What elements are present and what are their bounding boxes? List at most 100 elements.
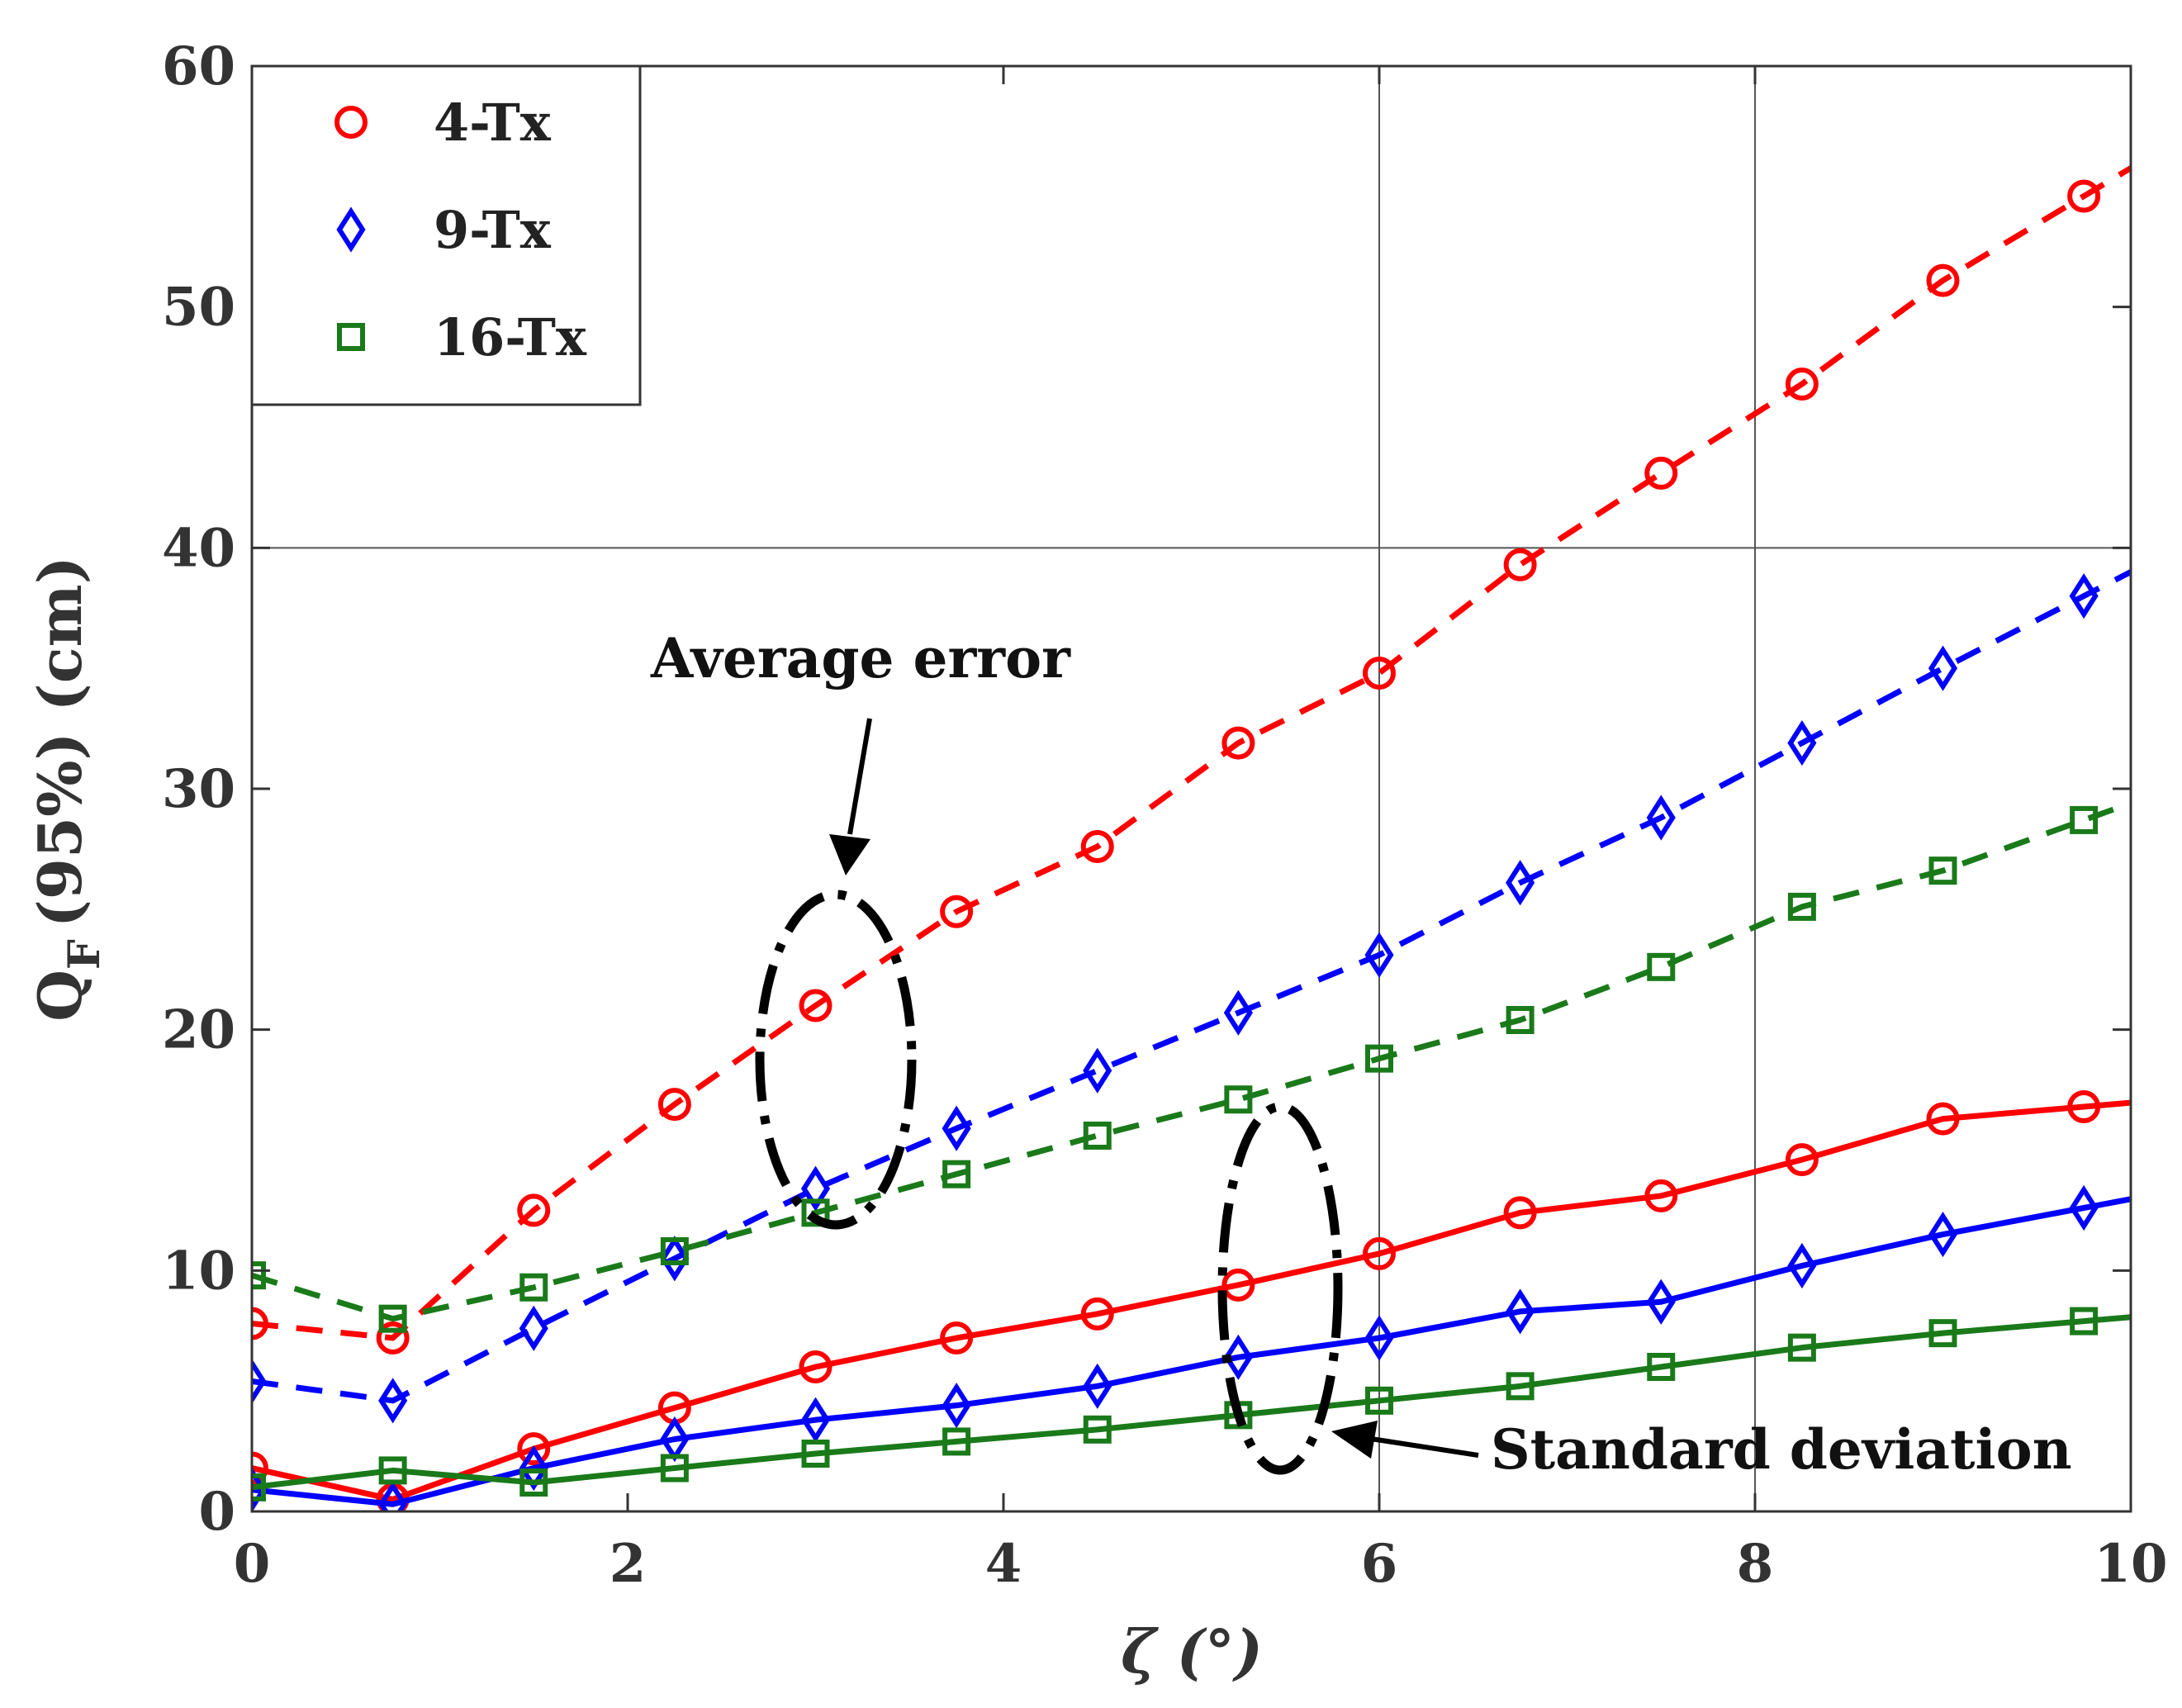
data-point-9tx-average-6 xyxy=(1083,1047,1112,1094)
data-point-4tx-stddev-9 xyxy=(1503,1196,1537,1230)
legend-marker-9tx xyxy=(336,206,366,253)
data-point-16tx-average-2 xyxy=(519,1273,548,1302)
data-point-9tx-average-4 xyxy=(800,1165,831,1212)
data-point-16tx-average-11 xyxy=(1787,892,1816,921)
data-point-4tx-average-4 xyxy=(799,989,832,1022)
data-point-9tx-stddev-6 xyxy=(1083,1363,1112,1409)
data-point-4tx-average-13 xyxy=(2067,179,2101,213)
data-point-16tx-stddev-13 xyxy=(2070,1307,2099,1336)
x-tick-label-2: 2 xyxy=(610,1533,647,1595)
data-point-4tx-average-9 xyxy=(1503,548,1537,581)
standard-deviation-ellipse xyxy=(1217,1102,1343,1475)
data-point-4tx-stddev-0 xyxy=(252,1451,268,1485)
legend-marker-4tx xyxy=(334,106,368,139)
data-point-4tx-average-5 xyxy=(940,894,974,928)
data-point-9tx-stddev-13 xyxy=(2069,1184,2099,1231)
data-point-9tx-stddev-2 xyxy=(519,1445,548,1492)
annotation-average-error: Average error xyxy=(650,626,1071,1230)
y-tick-label-0: 0 xyxy=(198,1481,235,1543)
data-point-4tx-stddev-5 xyxy=(940,1321,974,1355)
data-point-9tx-average-8 xyxy=(1364,932,1394,978)
data-point-4tx-average-2 xyxy=(517,1193,551,1227)
data-point-9tx-average-0 xyxy=(252,1358,267,1405)
data-point-9tx-average-9 xyxy=(1506,860,1535,906)
data-point-16tx-average-8 xyxy=(1365,1044,1393,1073)
data-point-4tx-stddev-11 xyxy=(1785,1143,1819,1177)
series-line-4tx-stddev xyxy=(252,1099,2131,1502)
data-point-16tx-average-0 xyxy=(252,1261,266,1290)
data-point-4tx-stddev-2 xyxy=(517,1432,551,1466)
data-point-4tx-stddev-8 xyxy=(1363,1236,1396,1270)
data-point-9tx-stddev-9 xyxy=(1506,1288,1535,1335)
data-point-4tx-stddev-4 xyxy=(799,1350,832,1383)
data-point-16tx-stddev-6 xyxy=(1083,1415,1112,1444)
data-point-16tx-stddev-11 xyxy=(1787,1333,1816,1362)
x-tick-label-4: 4 xyxy=(985,1533,1022,1595)
data-point-9tx-stddev-5 xyxy=(942,1383,971,1429)
data-point-16tx-stddev-5 xyxy=(942,1427,971,1456)
data-point-16tx-average-4 xyxy=(801,1198,830,1227)
legend: 4-Tx 9-Tx 16-Tx xyxy=(250,64,642,406)
y-axis-label-rest: (95%) (cm) xyxy=(25,556,95,928)
standard-deviation-arrow xyxy=(1370,1436,1479,1458)
data-point-4tx-stddev-7 xyxy=(1221,1268,1255,1302)
series-layer xyxy=(252,165,2131,1511)
data-point-9tx-average-2 xyxy=(519,1305,548,1351)
x-tick-label-6: 6 xyxy=(1361,1533,1398,1595)
data-point-4tx-stddev-13 xyxy=(2067,1090,2101,1123)
y-axis-label: QF (95%) (cm) xyxy=(25,556,110,1022)
svg-text:QF(95%) (cm): QF (95%) (cm) xyxy=(25,556,110,1022)
data-point-9tx-average-5 xyxy=(942,1105,971,1151)
average-error-arrow xyxy=(847,718,872,835)
data-point-16tx-stddev-2 xyxy=(519,1468,548,1497)
data-point-9tx-average-10 xyxy=(1646,795,1676,841)
standard-deviation-arrowhead xyxy=(1331,1421,1378,1459)
y-tick-label-30: 30 xyxy=(162,758,235,820)
grid-lines xyxy=(252,66,2131,1511)
x-tick-label-10: 10 xyxy=(2094,1533,2167,1595)
data-point-4tx-average-10 xyxy=(1644,456,1678,490)
average-error-arrowhead xyxy=(829,834,870,875)
y-axis-label-main: Q xyxy=(25,970,95,1022)
data-point-16tx-average-3 xyxy=(660,1237,689,1265)
data-point-9tx-stddev-7 xyxy=(1223,1334,1253,1380)
data-point-9tx-stddev-1 xyxy=(378,1481,408,1511)
legend-box xyxy=(250,64,642,406)
data-point-16tx-stddev-8 xyxy=(1365,1386,1393,1415)
legend-marker-16tx xyxy=(337,323,365,351)
data-point-16tx-stddev-0 xyxy=(252,1473,266,1502)
data-point-4tx-average-7 xyxy=(1221,726,1255,760)
y-tick-label-20: 20 xyxy=(162,999,235,1061)
data-point-9tx-stddev-4 xyxy=(800,1397,831,1443)
data-point-4tx-average-6 xyxy=(1080,830,1114,863)
series-line-4tx-average xyxy=(252,165,2131,1341)
data-point-16tx-stddev-9 xyxy=(1506,1372,1535,1401)
data-point-9tx-stddev-11 xyxy=(1787,1242,1817,1289)
data-point-16tx-stddev-4 xyxy=(801,1440,830,1468)
series-line-16tx-average xyxy=(252,800,2131,1322)
data-point-16tx-average-13 xyxy=(2070,805,2099,834)
legend-label-9tx: 9-Tx xyxy=(434,200,552,260)
data-point-16tx-average-6 xyxy=(1083,1122,1112,1150)
data-point-4tx-stddev-6 xyxy=(1080,1297,1114,1331)
data-point-4tx-average-1 xyxy=(376,1321,410,1355)
data-point-4tx-average-0 xyxy=(252,1307,268,1340)
series-line-9tx-stddev xyxy=(252,1196,2131,1507)
legend-label-16tx: 16-Tx xyxy=(434,307,587,368)
average-error-ellipse xyxy=(755,890,917,1230)
y-tick-label-50: 50 xyxy=(162,277,235,339)
data-point-16tx-average-7 xyxy=(1224,1085,1253,1114)
data-point-4tx-average-12 xyxy=(1926,263,1960,297)
data-point-16tx-average-10 xyxy=(1647,952,1676,981)
data-point-16tx-average-12 xyxy=(1928,856,1957,885)
data-point-4tx-average-8 xyxy=(1363,657,1396,690)
data-point-9tx-stddev-8 xyxy=(1364,1315,1394,1361)
data-point-16tx-stddev-10 xyxy=(1647,1353,1676,1381)
x-tick-label-8: 8 xyxy=(1737,1533,1774,1595)
y-axis-label-subscript: F xyxy=(59,939,110,970)
series-line-9tx-average xyxy=(252,569,2131,1404)
data-point-9tx-average-12 xyxy=(1928,645,1958,691)
data-point-4tx-average-3 xyxy=(657,1088,691,1122)
annotation-standard-deviation-label: Standard deviation xyxy=(1491,1417,2072,1482)
